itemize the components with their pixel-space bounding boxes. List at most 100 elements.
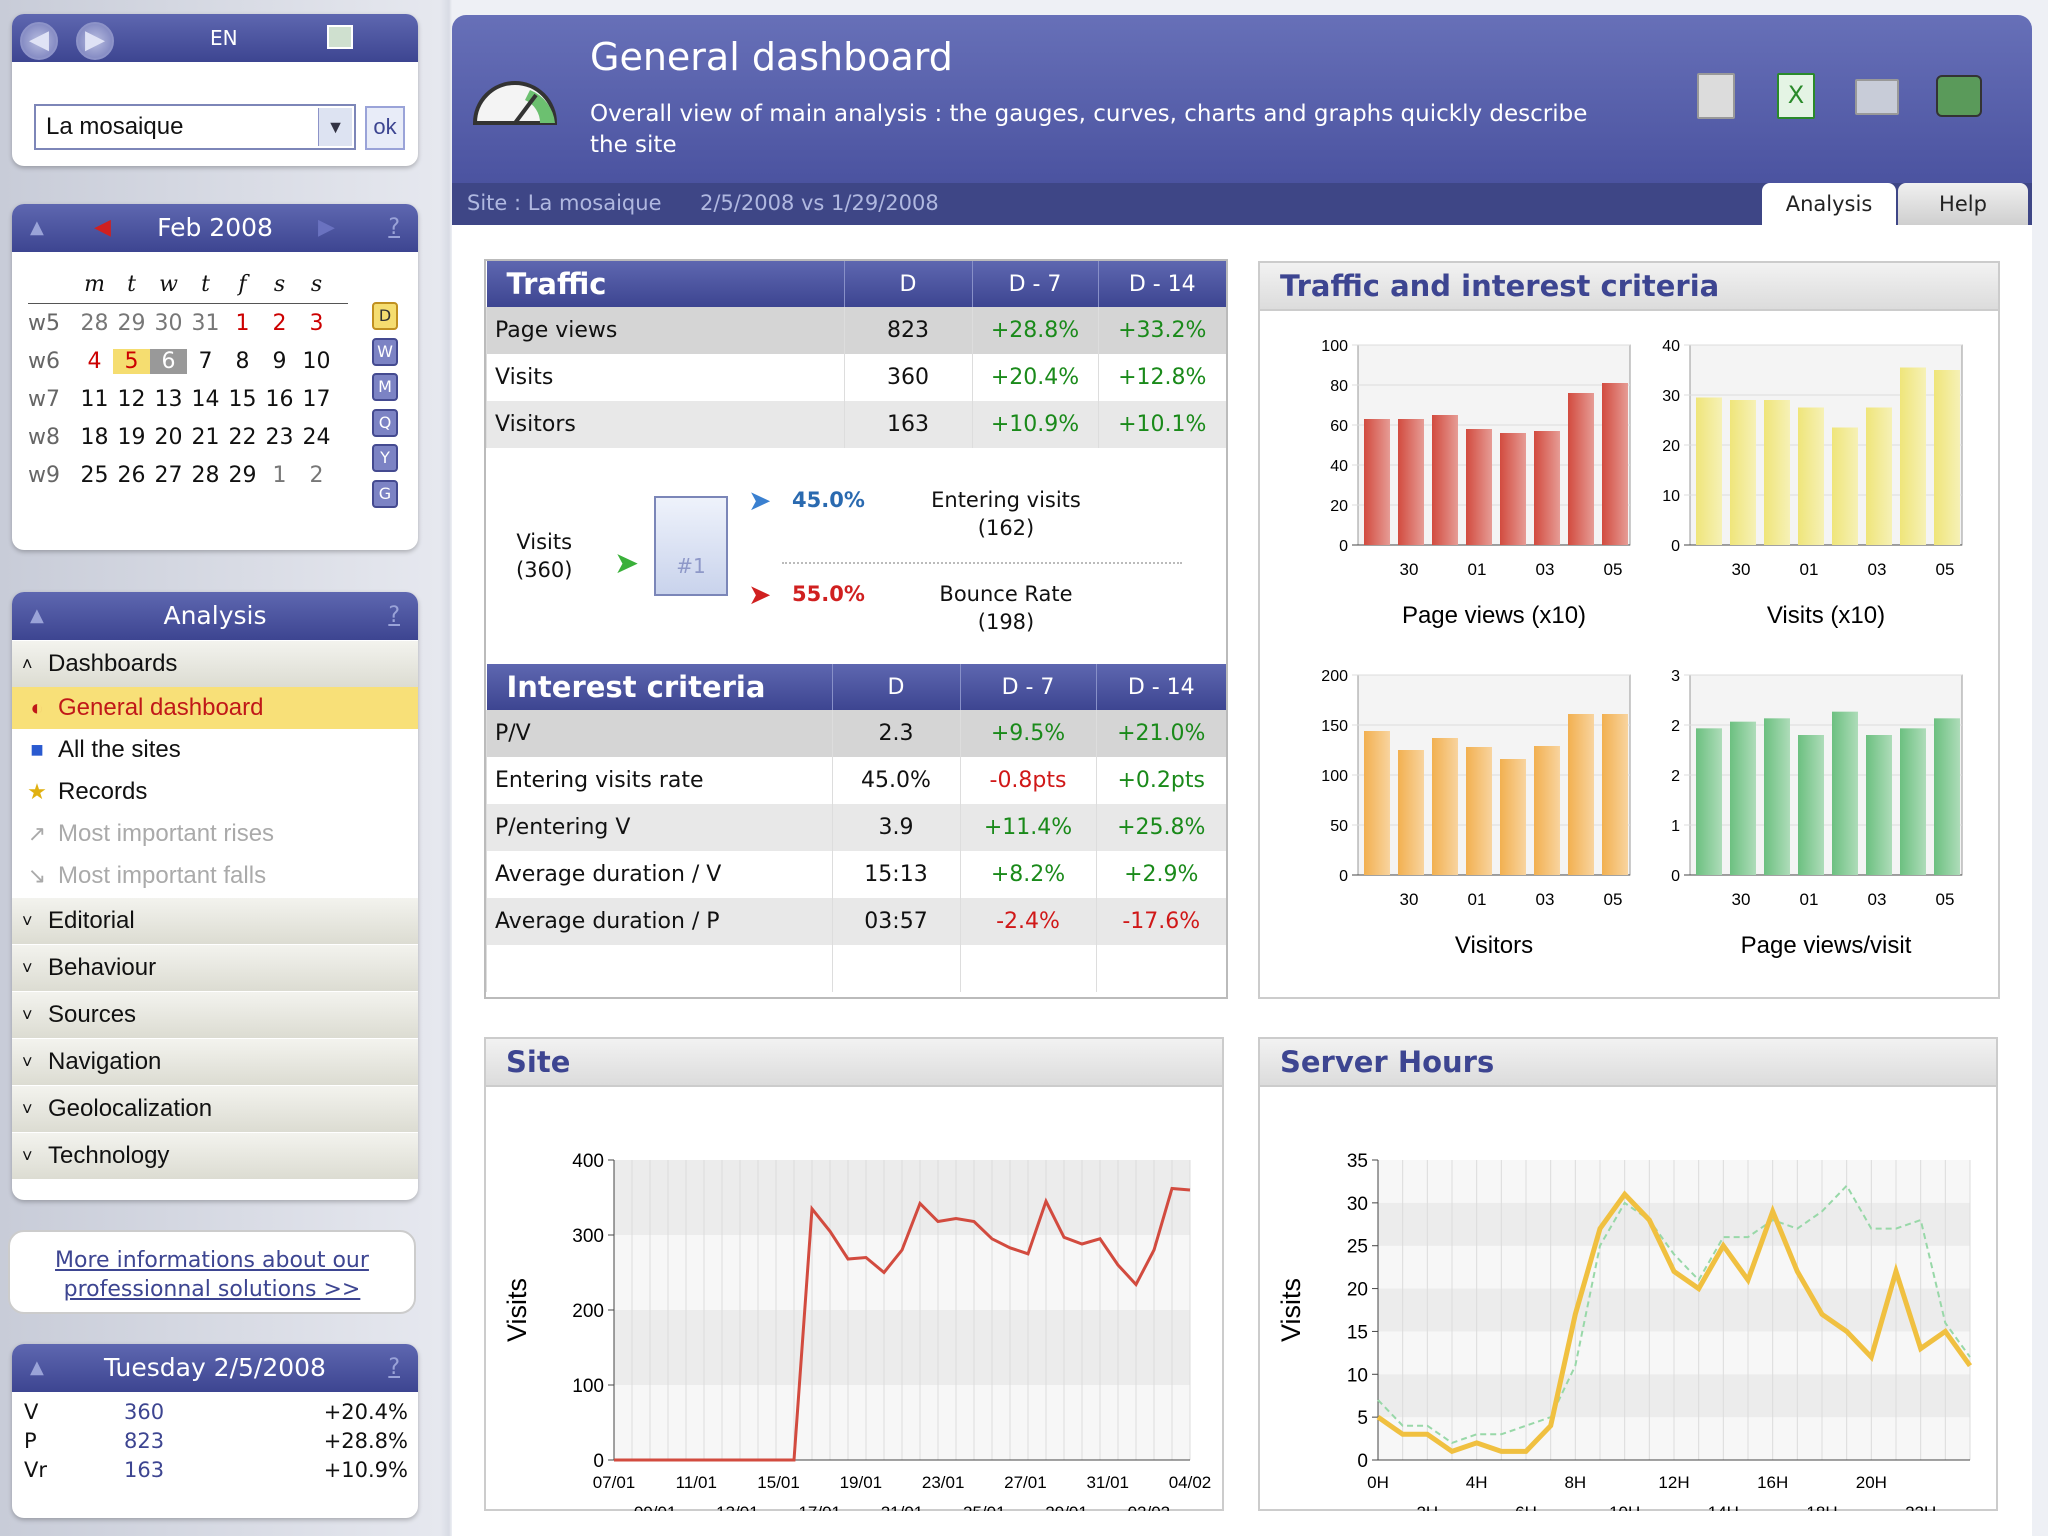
site-label: Site : La mosaique [467,191,662,215]
collapse-icon[interactable]: ▲ [30,217,44,238]
week-label[interactable]: w8 [28,424,60,450]
bar [1500,433,1526,545]
period-quarter-badge[interactable]: Q [372,409,398,437]
period-week-badge[interactable]: W [372,338,398,366]
calendar-day[interactable]: 28 [80,310,109,336]
prev-month-icon[interactable]: ◀ [94,215,111,240]
back-button[interactable]: ◀ [20,22,58,60]
x-tick-label: 07/01 [593,1473,636,1492]
calendar-day[interactable]: 26 [117,462,146,488]
x-tick-label: 05 [1936,560,1955,579]
section-navigation[interactable]: ˅ Navigation [12,1038,418,1085]
calendar-day[interactable]: 9 [272,348,287,374]
calendar-day[interactable]: 7 [198,348,213,374]
calendar-day[interactable]: 15 [228,386,257,412]
y-tick-label: 0 [1339,538,1348,555]
calendar-day[interactable]: 1 [272,462,287,488]
table-row: Entering visits rate 45.0% -0.8pts +0.2pts [486,757,1226,804]
forward-button[interactable]: ▶ [76,22,114,60]
calendar-day[interactable]: 29 [228,462,257,488]
calendar-day[interactable]: 19 [117,424,146,450]
chevron-down-icon[interactable]: ▼ [318,108,352,146]
excel-export-icon[interactable]: X [1777,73,1815,119]
week-label[interactable]: w5 [28,310,60,336]
next-month-icon[interactable]: ▶ [318,215,335,240]
calendar-day[interactable]: 18 [80,424,109,450]
calendar-help-icon[interactable]: ? [388,215,400,240]
chevron-down-icon: ˅ [22,1051,33,1072]
tab-help[interactable]: Help [1898,183,2028,225]
period-global-badge[interactable]: G [372,480,398,508]
menu-item-rises[interactable]: ↗ Most important rises [12,813,418,855]
calendar-day[interactable]: 8 [235,348,250,374]
calendar-day-selected[interactable]: 5 [113,348,150,374]
section-dashboards[interactable]: ˄ Dashboards [12,640,418,687]
calendar-day[interactable]: 14 [191,386,220,412]
tab-analysis[interactable]: Analysis [1762,183,1896,225]
calendar-day[interactable]: 4 [87,348,102,374]
calendar-day[interactable]: 21 [191,424,220,450]
promo-link[interactable]: More informations about our professionna… [55,1248,369,1302]
calendar-day[interactable]: 16 [265,386,294,412]
page-header: General dashboard Overall view of main a… [452,15,2032,183]
week-label[interactable]: w6 [28,348,60,374]
calendar-day[interactable]: 27 [154,462,183,488]
section-sources[interactable]: ˅ Sources [12,991,418,1038]
visit-flow-diagram: Visits (360) ➤ #1 ➤ 45.0% Entering visits… [486,448,1226,664]
x-tick-label: 01 [1468,890,1487,909]
site-select[interactable]: La mosaique ▼ [34,104,356,150]
y-tick-label: 80 [1330,378,1348,395]
collapse-icon[interactable]: ▲ [30,605,44,626]
analysis-help-icon[interactable]: ? [388,603,400,628]
bar [1602,383,1628,545]
print-icon[interactable] [1936,75,1982,117]
section-geolocalization[interactable]: ˅ Geolocalization [12,1085,418,1132]
week-label[interactable]: w7 [28,386,60,412]
email-icon[interactable] [1855,79,1899,115]
calendar-day[interactable]: 17 [302,386,331,412]
section-technology[interactable]: ˅ Technology [12,1132,418,1179]
calendar-day[interactable]: 13 [154,386,183,412]
collapse-icon[interactable]: ▲ [30,1357,44,1378]
calendar-day[interactable]: 25 [80,462,109,488]
calendar-day[interactable]: 23 [265,424,294,450]
calendar-day[interactable]: 10 [302,348,331,374]
calendar-day[interactable]: 24 [302,424,331,450]
calendar-day[interactable]: 11 [80,386,109,412]
period-day-badge[interactable]: D [372,302,398,330]
x-tick-label: 05 [1604,560,1623,579]
ok-button[interactable]: ok [365,106,405,150]
calendar-day[interactable]: 29 [117,310,146,336]
y-tick-label: 400 [572,1151,604,1172]
menu-item-general-dashboard[interactable]: ◐ General dashboard [12,687,418,729]
calendar-day[interactable]: 31 [191,310,220,336]
period-year-badge[interactable]: Y [372,444,398,472]
calendar-day[interactable]: 2 [309,462,324,488]
series-line [614,1186,1191,1462]
bar [1798,407,1824,545]
language-label[interactable]: EN [210,26,238,50]
calendar-day-compare[interactable]: 6 [150,348,187,374]
calendar-day[interactable]: 30 [154,310,183,336]
week-label[interactable]: w9 [28,462,60,488]
calendar-day[interactable]: 28 [191,462,220,488]
x-tick-label: 10H [1609,1503,1640,1511]
x-tick-label: 25/01 [963,1503,1006,1511]
chevron-down-icon: ˅ [22,1004,33,1025]
calendar-day[interactable]: 3 [309,310,324,336]
calendar-day[interactable]: 22 [228,424,257,450]
day-help-icon[interactable]: ? [388,1355,400,1380]
pdf-export-icon[interactable] [1697,73,1735,119]
calendar-day[interactable]: 2 [272,310,287,336]
language-flag-icon[interactable] [327,25,353,49]
menu-item-falls[interactable]: ↘ Most important falls [12,855,418,897]
section-editorial[interactable]: ˅ Editorial [12,897,418,944]
period-month-badge[interactable]: M [372,373,398,401]
calendar-day[interactable]: 20 [154,424,183,450]
calendar-day[interactable]: 1 [235,310,250,336]
section-behaviour[interactable]: ˅ Behaviour [12,944,418,991]
menu-item-records[interactable]: ★ Records [12,771,418,813]
menu-item-all-sites[interactable]: ■ All the sites [12,729,418,771]
calendar-day[interactable]: 12 [117,386,146,412]
